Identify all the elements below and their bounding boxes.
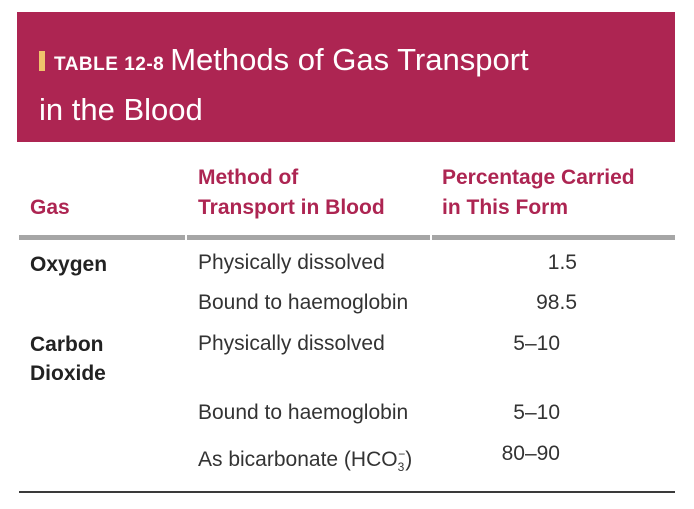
column-header-percentage-line-1: Percentage Carried	[442, 166, 635, 189]
method-cell: Bound to haemoglobin	[198, 291, 409, 314]
method-cell-bicarbonate: As bicarbonate (HCO3−)	[198, 441, 438, 480]
column-header-method: Method of Transport in Blood	[198, 163, 418, 223]
method-subscript: 3	[397, 460, 405, 475]
method-text-close: )	[405, 448, 413, 471]
percentage-cell: 80–90	[501, 442, 560, 465]
header-rule	[19, 235, 675, 240]
method-cell: Physically dissolved	[198, 251, 385, 274]
column-header-gas: Gas	[30, 196, 70, 219]
percentage-cell: 1.5	[547, 251, 577, 274]
header-rule-gap	[185, 235, 187, 240]
gas-carbon-dioxide-line-1: Carbon	[30, 333, 104, 356]
gas-carbon-dioxide: Carbon Dioxide	[30, 330, 106, 388]
percentage-cell: 5–10	[513, 332, 560, 355]
column-header-method-line-1: Method of	[198, 166, 299, 189]
column-header-method-line-2: Transport in Blood	[198, 196, 385, 219]
method-superscript: −	[398, 447, 406, 461]
table-title-part-2: in the Blood	[39, 92, 203, 127]
method-cell: Bound to haemoglobin	[198, 401, 409, 424]
table-bottom-rule	[19, 491, 675, 493]
percentage-cell: 5–10	[513, 401, 560, 424]
gas-carbon-dioxide-line-2: Dioxide	[30, 362, 106, 385]
table-title-part-1: Methods of Gas Transport	[170, 42, 529, 77]
gas-oxygen: Oxygen	[30, 253, 108, 276]
title-bar-icon	[39, 51, 45, 71]
percentage-cell: 98.5	[536, 291, 577, 314]
table-title-banner: TABLE 12-8 Methods of Gas Transport in th…	[17, 12, 675, 142]
column-header-percentage-line-2: in This Form	[442, 196, 568, 219]
column-header-percentage: Percentage Carried in This Form	[442, 163, 682, 223]
title-line-1: TABLE 12-8 Methods of Gas Transport	[39, 42, 529, 78]
table-tag: TABLE 12-8	[54, 54, 165, 75]
header-rule-gap	[430, 235, 432, 240]
method-text: As bicarbonate (HCO	[198, 448, 398, 471]
method-cell: Physically dissolved	[198, 332, 385, 355]
